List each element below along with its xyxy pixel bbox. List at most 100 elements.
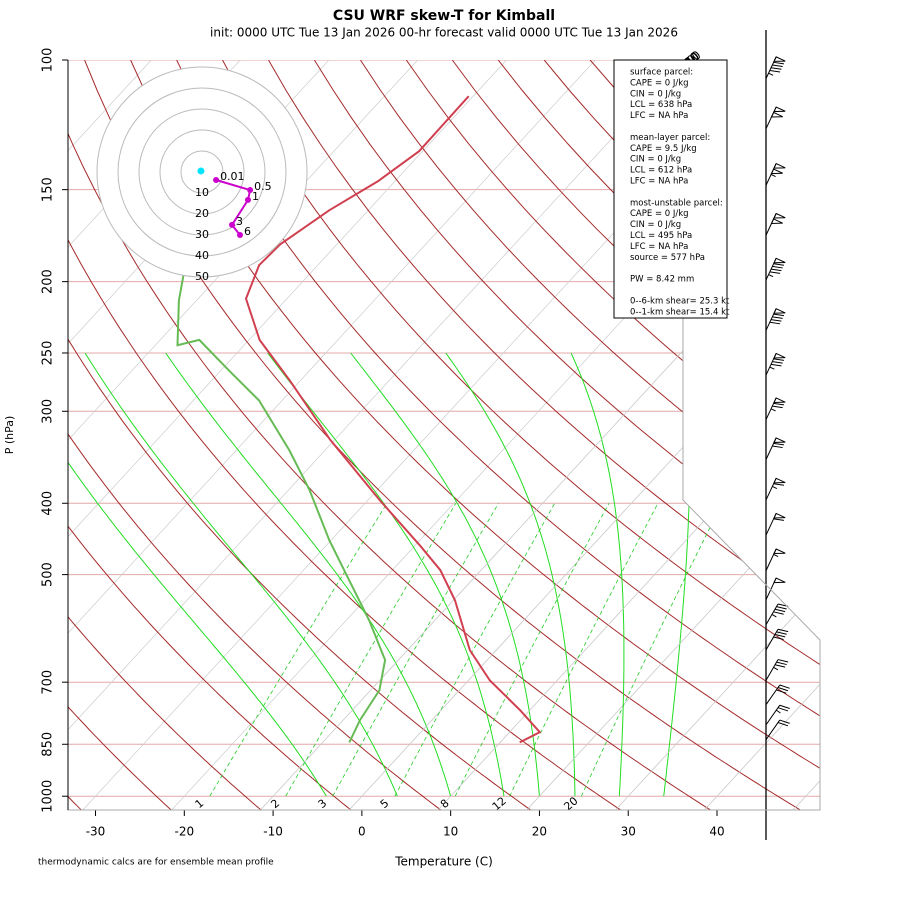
mixing-ratio-line — [509, 503, 659, 797]
wind-barb — [765, 512, 786, 536]
barb-staff — [765, 659, 779, 681]
barb-half — [772, 485, 778, 490]
mixing-ratio-label: 3 — [316, 797, 330, 811]
info-line: CIN = 0 J/kg — [630, 155, 681, 165]
barb-full — [774, 633, 786, 638]
isotherm-bg — [68, 60, 596, 810]
barb-full — [773, 518, 785, 521]
barb-full — [779, 704, 790, 709]
barb-full — [779, 684, 790, 689]
barb-pennant — [773, 212, 786, 219]
x-tick-label: 30 — [621, 825, 636, 839]
hodograph-ring — [180, 150, 224, 194]
hodograph-ring-label: 30 — [195, 228, 209, 241]
barb-pennant — [770, 218, 783, 224]
dry-adiabat — [222, 60, 820, 810]
y-axis-label: P (hPa) — [3, 416, 16, 455]
hodograph-ring — [159, 129, 245, 215]
barb-half — [770, 408, 776, 412]
isotherm — [792, 60, 820, 810]
x-tick-label: -10 — [263, 825, 283, 839]
barb-staff — [765, 719, 781, 741]
isotherm — [704, 60, 820, 810]
info-line: LCL = 638 hPa — [630, 100, 692, 110]
dry-adiabat — [68, 60, 174, 810]
y-tick-label: 100 — [41, 48, 56, 73]
barb-full — [769, 321, 781, 325]
barb-half — [773, 553, 779, 557]
x-tick-label: 10 — [443, 825, 458, 839]
barb-full — [779, 719, 790, 724]
barb-pennant — [773, 548, 786, 555]
barb-full — [770, 67, 782, 70]
wind-barb — [765, 684, 790, 705]
dewpoint-line — [176, 270, 387, 743]
dry-adiabat — [130, 60, 820, 810]
moist-adiabat — [570, 352, 625, 797]
wind-barb — [765, 719, 790, 741]
barb-full — [773, 263, 785, 266]
barb-pennant — [773, 397, 786, 403]
info-line: PW = 8.42 mm — [630, 275, 694, 285]
dry-adiabat — [68, 60, 354, 810]
dry-adiabat — [313, 60, 820, 810]
isotherm — [615, 60, 820, 810]
hodograph-ring-label: 10 — [195, 186, 209, 199]
info-line: LFC = NA hPa — [630, 111, 688, 121]
barb-full — [776, 689, 787, 694]
barb-half — [770, 174, 776, 178]
hodograph-ring-label: 20 — [195, 207, 209, 220]
isotherm — [260, 60, 820, 810]
barb-pennant — [773, 257, 786, 264]
mixing-ratio-line — [454, 503, 610, 797]
barb-full — [773, 313, 785, 317]
isotherm-bg — [704, 60, 820, 810]
dry-adiabat — [359, 60, 820, 810]
mixing-ratio-label: 1 — [193, 797, 207, 811]
barb-full — [770, 363, 782, 367]
isotherm-bg — [792, 60, 820, 810]
wind-barb — [765, 352, 786, 376]
hodograph-point — [244, 196, 251, 203]
isotherm-bg — [68, 60, 507, 810]
moist-adiabat — [445, 352, 576, 797]
info-line: LFC = NA hPa — [630, 177, 688, 187]
y-tick-label: 250 — [41, 341, 56, 366]
hodograph-point — [229, 221, 236, 228]
barb-full — [777, 628, 789, 633]
barb-full — [772, 361, 783, 364]
barb-full — [776, 606, 787, 610]
info-line: most-unstable parcel: — [630, 198, 723, 208]
x-axis-label: Temperature (C) — [394, 855, 493, 869]
background — [68, 60, 900, 810]
y-tick-label: 850 — [41, 732, 56, 757]
footnote: thermodynamic calcs are for ensemble mea… — [38, 858, 274, 868]
barb-half — [769, 366, 775, 370]
wind-barb — [765, 548, 786, 571]
y-tick-label: 500 — [41, 562, 56, 587]
chart-subtitle: init: 0000 UTC Tue 13 Jan 2026 00-hr for… — [210, 26, 678, 40]
barb-full — [776, 661, 787, 666]
wind-barb — [765, 477, 786, 501]
wind-barb — [765, 577, 786, 601]
y-tick-label: 200 — [41, 269, 56, 294]
temperature-line — [244, 95, 542, 744]
mixing-ratio-label: 2 — [269, 797, 283, 811]
barb-half — [768, 274, 774, 278]
y-tick-label: 400 — [41, 491, 56, 516]
info-line: 0--6-km shear= 25.3 kt — [630, 296, 730, 306]
info-line: CIN = 0 J/kg — [630, 89, 681, 99]
barb-half — [773, 666, 779, 671]
y-tick-label: 700 — [41, 670, 56, 695]
info-line: LFC = NA hPa — [630, 242, 688, 252]
barb-full — [777, 686, 789, 692]
wind-barb — [765, 257, 786, 281]
barb-pennant — [773, 56, 786, 62]
barb-half — [768, 72, 774, 76]
isotherm-bg — [882, 60, 900, 810]
x-tick-label: -20 — [175, 825, 195, 839]
hodograph-point — [237, 232, 244, 238]
barb-full — [777, 659, 789, 663]
